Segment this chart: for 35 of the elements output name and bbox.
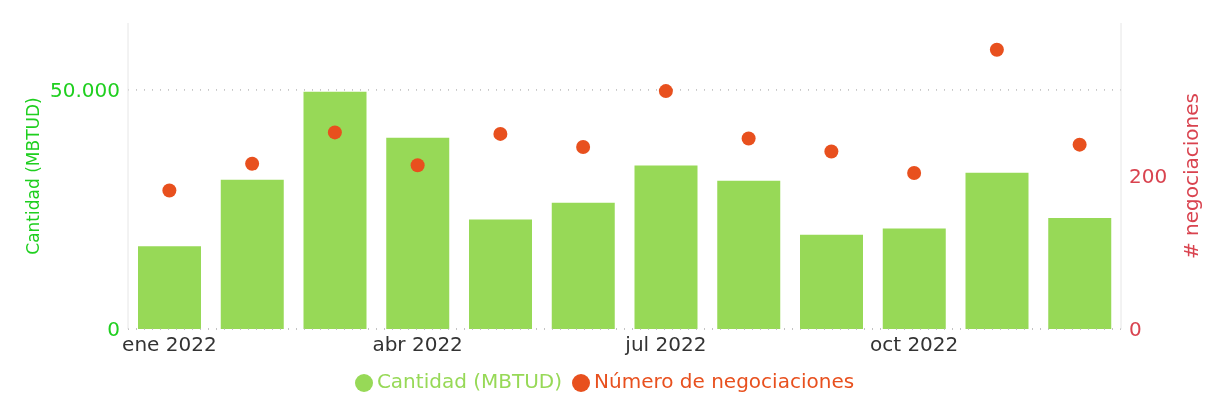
point [658, 84, 673, 99]
y-axis-title: Cantidad (MBTUD) [23, 97, 44, 255]
bar [220, 179, 284, 329]
bar [303, 91, 367, 329]
y2-tick-label: 0 [1129, 317, 1142, 342]
point [907, 165, 922, 180]
point [576, 139, 591, 154]
point [989, 42, 1004, 57]
bar [1048, 218, 1112, 329]
point [410, 158, 425, 173]
bar [634, 165, 698, 329]
bar [386, 137, 450, 329]
point [245, 156, 260, 171]
legend-label: Número de negociaciones [594, 369, 855, 393]
y-tick-label: 50.000 [50, 78, 120, 103]
point [327, 125, 342, 140]
point [741, 131, 756, 146]
x-tick-label: jul 2022 [624, 332, 707, 357]
bar [965, 172, 1029, 329]
y2-tick-label: 200 [1129, 164, 1168, 189]
bar [717, 180, 781, 329]
bar [469, 219, 532, 329]
x-tick-label: oct 2022 [869, 332, 959, 357]
bar [800, 234, 863, 329]
y2-axis-title: # negociaciones [1179, 92, 1204, 260]
point [493, 126, 508, 141]
x-tick-label: ene 2022 [122, 332, 217, 357]
x-tick-label: abr 2022 [372, 332, 463, 357]
bar [551, 202, 615, 329]
point [162, 183, 177, 198]
legend-label: Cantidad (MBTUD) [376, 369, 563, 393]
point [1072, 137, 1087, 152]
point [824, 144, 839, 159]
bar [882, 228, 946, 329]
bar [138, 246, 201, 329]
